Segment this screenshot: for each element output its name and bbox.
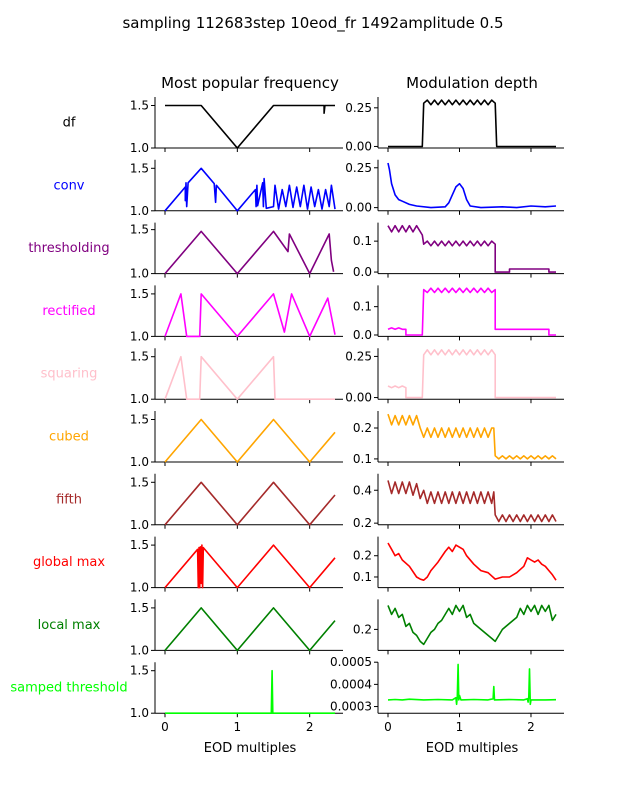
series-line-df-freq — [165, 104, 335, 149]
y-tick-label-df-freq: 1.5 — [130, 99, 149, 113]
row-label-squaring: squaring — [41, 367, 98, 382]
y-tick-label-conv-freq: 1.0 — [130, 204, 149, 218]
y-tick-label-cubed-freq: 1.5 — [130, 413, 149, 427]
row-label-conv: conv — [53, 178, 84, 193]
column-title-frequency: Most popular frequency — [161, 74, 339, 92]
series-line-local-max-freq — [164, 607, 336, 652]
row-label-df: df — [63, 116, 76, 131]
series-line-local-max-depth — [387, 604, 557, 646]
x-axis-label-frequency: EOD multiples — [204, 741, 297, 756]
series-line-global-max-freq — [164, 544, 336, 589]
y-tick-label-rectified-freq: 1.5 — [130, 287, 149, 301]
x-tick-label-freq: 1 — [234, 720, 242, 734]
y-tick-label-samped-threshold-freq: 1.0 — [130, 706, 149, 720]
y-tick-label-local-max-depth: 0.2 — [353, 622, 372, 636]
series-line-fifth-depth — [387, 480, 557, 523]
y-tick-label-fifth-freq: 1.5 — [130, 475, 149, 489]
y-tick-label-fifth-depth: 0.4 — [353, 483, 372, 497]
series-line-conv-depth — [387, 162, 557, 209]
y-tick-label-cubed-depth: 0.2 — [353, 421, 372, 435]
x-tick-label-freq: 2 — [306, 720, 314, 734]
y-tick-label-samped-threshold-depth: 0.0004 — [330, 677, 372, 691]
column-title-depth: Modulation depth — [406, 74, 538, 92]
series-line-thresholding-depth — [387, 224, 556, 273]
y-tick-label-squaring-freq: 1.0 — [130, 392, 149, 406]
x-axis-label-depth: EOD multiples — [426, 741, 519, 756]
y-tick-label-rectified-depth: 0.1 — [353, 300, 372, 314]
row-label-local-max: local max — [38, 618, 101, 633]
series-line-samped-threshold-depth — [387, 663, 557, 706]
y-tick-label-squaring-depth: 0.00 — [345, 391, 372, 405]
figure-title: sampling 112683step 10eod_fr 1492amplitu… — [122, 14, 503, 33]
series-line-fifth-freq — [164, 481, 336, 526]
y-tick-label-samped-threshold-depth: 0.0003 — [330, 700, 372, 714]
x-tick-label-freq: 0 — [161, 720, 169, 734]
series-line-squaring-depth — [387, 349, 556, 399]
row-label-thresholding: thresholding — [28, 241, 109, 256]
series-line-samped-threshold-freq — [165, 669, 335, 714]
y-tick-label-samped-threshold-freq: 1.5 — [130, 664, 149, 678]
y-tick-label-thresholding-depth: 0.0 — [353, 265, 372, 279]
series-line-rectified-depth — [387, 287, 556, 336]
series-line-global-max-depth — [387, 542, 557, 581]
y-tick-label-thresholding-freq: 1.5 — [130, 223, 149, 237]
y-tick-label-global-max-freq: 1.0 — [130, 581, 149, 595]
y-tick-label-fifth-freq: 1.0 — [130, 518, 149, 532]
x-tick-label-depth: 2 — [527, 720, 535, 734]
y-tick-label-global-max-freq: 1.5 — [130, 538, 149, 552]
y-tick-label-local-max-freq: 1.5 — [130, 601, 149, 615]
y-tick-label-thresholding-freq: 1.0 — [130, 267, 149, 281]
y-tick-label-rectified-depth: 0.0 — [353, 328, 372, 342]
y-tick-label-squaring-depth: 0.25 — [345, 349, 372, 363]
y-tick-label-fifth-depth: 0.2 — [353, 516, 372, 530]
y-tick-label-df-depth: 0.00 — [345, 139, 372, 153]
panels: df1.01.50.000.25conv1.01.50.000.25thresh… — [10, 97, 564, 734]
y-tick-label-cubed-freq: 1.0 — [130, 455, 149, 469]
row-label-global-max: global max — [33, 555, 105, 570]
series-line-cubed-freq — [164, 418, 336, 463]
y-tick-label-global-max-depth: 0.2 — [353, 549, 372, 563]
series-line-squaring-freq — [164, 355, 335, 400]
series-line-conv-freq — [164, 167, 336, 212]
row-label-rectified: rectified — [42, 304, 95, 319]
row-label-fifth: fifth — [56, 492, 82, 507]
y-tick-label-local-max-freq: 1.0 — [130, 643, 149, 657]
y-tick-label-df-freq: 1.0 — [130, 141, 149, 155]
x-tick-label-depth: 0 — [384, 720, 392, 734]
y-tick-label-samped-threshold-depth: 0.0005 — [330, 655, 372, 669]
series-line-thresholding-freq — [164, 230, 335, 275]
y-tick-label-conv-freq: 1.5 — [130, 161, 149, 175]
y-tick-label-squaring-freq: 1.5 — [130, 350, 149, 364]
series-line-df-depth — [388, 99, 556, 148]
row-label-cubed: cubed — [49, 430, 89, 445]
row-label-samped-threshold: samped threshold — [10, 681, 127, 696]
y-tick-label-conv-depth: 0.00 — [345, 201, 372, 215]
y-tick-label-global-max-depth: 0.1 — [353, 570, 372, 584]
y-tick-label-cubed-depth: 0.1 — [353, 452, 372, 466]
y-tick-label-thresholding-depth: 0.1 — [353, 234, 372, 248]
series-line-cubed-depth — [387, 413, 557, 460]
series-line-rectified-freq — [164, 293, 336, 338]
x-tick-label-depth: 1 — [456, 720, 464, 734]
y-tick-label-df-depth: 0.25 — [345, 101, 372, 115]
y-tick-label-rectified-freq: 1.0 — [130, 329, 149, 343]
y-tick-label-conv-depth: 0.25 — [345, 161, 372, 175]
